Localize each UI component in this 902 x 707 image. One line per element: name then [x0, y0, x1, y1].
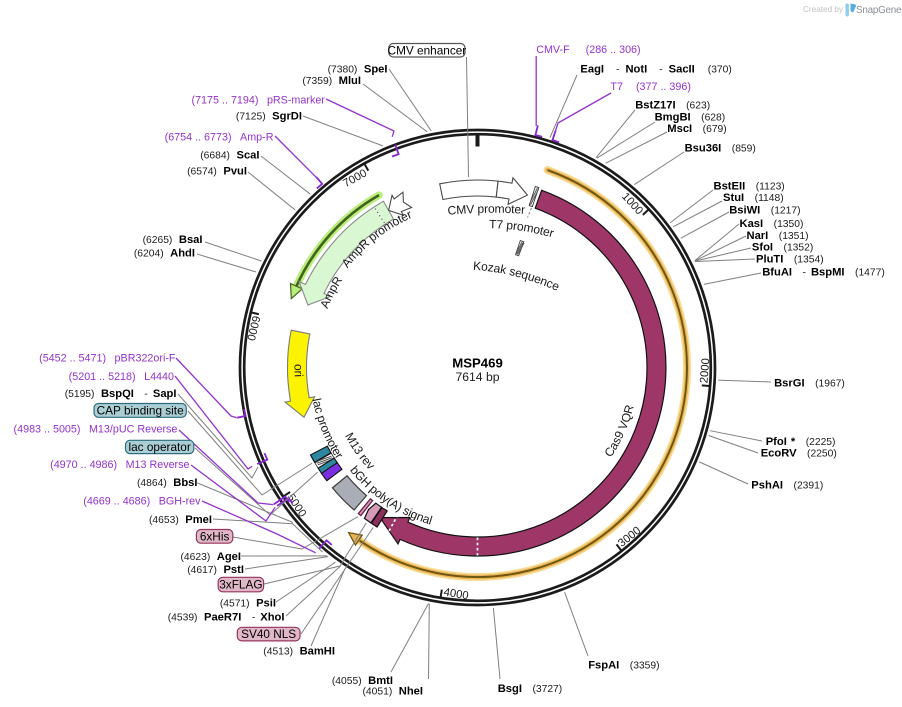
svg-text:4000: 4000 — [443, 587, 470, 603]
svg-text:MSP469: MSP469 — [452, 356, 503, 371]
svg-text:6000: 6000 — [244, 314, 262, 341]
svg-text:(5195)BspQI-SapI: (5195) BspQI - SapI — [65, 388, 177, 400]
svg-text:BmgBI(628): BmgBI (628) — [655, 111, 726, 123]
svg-text:(7380)SpeI: (7380) SpeI — [328, 64, 388, 76]
svg-text:(5201 .. 5218)L4440: (5201 .. 5218) L4440 — [69, 371, 174, 383]
svg-text:7614 bp: 7614 bp — [455, 370, 499, 384]
svg-text:BfuAI-BspMI(1477): BfuAI - BspMI (1477) — [762, 266, 885, 278]
svg-text:(4617)PstI: (4617) PstI — [187, 564, 244, 576]
svg-text:6xHis: 6xHis — [200, 529, 230, 543]
svg-text:(6265)BsaI: (6265) BsaI — [143, 234, 203, 246]
svg-text:SfoI(1352): SfoI (1352) — [752, 242, 813, 254]
svg-text:(7125)SgrDI: (7125) SgrDI — [236, 111, 302, 123]
svg-text:SnapGene: SnapGene — [856, 5, 902, 16]
svg-text:(4055)BmtI: (4055) BmtI — [332, 675, 393, 687]
svg-text:BsiWI(1217): BsiWI (1217) — [729, 205, 800, 217]
svg-text:Bsu36I(859): Bsu36I (859) — [685, 143, 756, 155]
svg-text:(4571)PsiI: (4571) PsiI — [220, 597, 276, 609]
svg-text:KasI(1350): KasI (1350) — [740, 218, 804, 230]
svg-text:(4864)BbsI: (4864) BbsI — [137, 477, 198, 489]
svg-text:(7175 .. 7194)pRS-marker: (7175 .. 7194) pRS-marker — [192, 95, 326, 107]
svg-text:MscI(679): MscI (679) — [667, 123, 726, 135]
svg-text:CMV-F(286 .. 306): CMV-F (286 .. 306) — [536, 44, 640, 56]
svg-text:PfoI*(2225): PfoI * (2225) — [766, 436, 836, 448]
svg-text:SV40 NLS: SV40 NLS — [241, 627, 296, 641]
svg-text:BstZ17I(623): BstZ17I (623) — [635, 99, 710, 111]
svg-text:(6684)ScaI: (6684) ScaI — [200, 150, 259, 162]
svg-text:EagI-NotI-SacII(370): EagI - NotI - SacII (370) — [580, 64, 731, 76]
svg-text:Created by: Created by — [803, 5, 844, 14]
svg-text:(7359)MluI: (7359) MluI — [302, 75, 361, 87]
svg-text:(4970 .. 4986)M13 Reverse: (4970 .. 4986) M13 Reverse — [50, 459, 189, 471]
svg-text:BsgI(3727): BsgI (3727) — [498, 683, 563, 695]
svg-text:(6574)PvuI: (6574) PvuI — [187, 166, 247, 178]
svg-text:(4623)AgeI: (4623) AgeI — [180, 551, 241, 563]
svg-text:FspAI(3359): FspAI (3359) — [588, 660, 659, 672]
svg-text:CAP binding site: CAP binding site — [97, 404, 184, 418]
svg-text:EcoRV(2250): EcoRV (2250) — [761, 448, 837, 460]
svg-text:(6754 .. 6773)Amp-R: (6754 .. 6773) Amp-R — [165, 132, 274, 144]
svg-text:(4051)NheI: (4051) NheI — [362, 686, 423, 698]
svg-text:2000: 2000 — [698, 358, 712, 384]
svg-text:ori: ori — [291, 364, 305, 377]
svg-text:(4669 .. 4686)BGH-rev: (4669 .. 4686) BGH-rev — [83, 496, 201, 508]
svg-text:T7(377 .. 396): T7 (377 .. 396) — [610, 81, 691, 93]
svg-text:BstEII(1123): BstEII (1123) — [714, 181, 785, 193]
svg-text:(4539)PaeR7I-XhoI: (4539) PaeR7I - XhoI — [168, 611, 285, 623]
svg-text:(4653)PmeI: (4653) PmeI — [149, 514, 212, 526]
svg-text:(5452 .. 5471)pBR322ori-F: (5452 .. 5471) pBR322ori-F — [39, 353, 176, 365]
svg-text:(4983 .. 5005)M13/pUC Reverse: (4983 .. 5005) M13/pUC Reverse — [14, 424, 178, 436]
svg-text:StuI(1148): StuI (1148) — [723, 192, 784, 204]
svg-text:PshAI(2391): PshAI (2391) — [751, 479, 823, 491]
svg-text:CMV promoter: CMV promoter — [447, 202, 525, 218]
svg-text:(4513)BamHI: (4513) BamHI — [263, 646, 335, 658]
svg-text:BsrGI(1967): BsrGI (1967) — [774, 378, 845, 390]
svg-text:(6204)AhdI: (6204) AhdI — [134, 248, 195, 260]
svg-text:NarI(1351): NarI (1351) — [747, 230, 809, 242]
svg-text:3xFLAG: 3xFLAG — [219, 578, 262, 592]
svg-text:lac operator: lac operator — [129, 440, 191, 454]
svg-text:PluTI(1354): PluTI (1354) — [756, 253, 824, 265]
svg-text:CMV enhancer: CMV enhancer — [388, 43, 467, 57]
